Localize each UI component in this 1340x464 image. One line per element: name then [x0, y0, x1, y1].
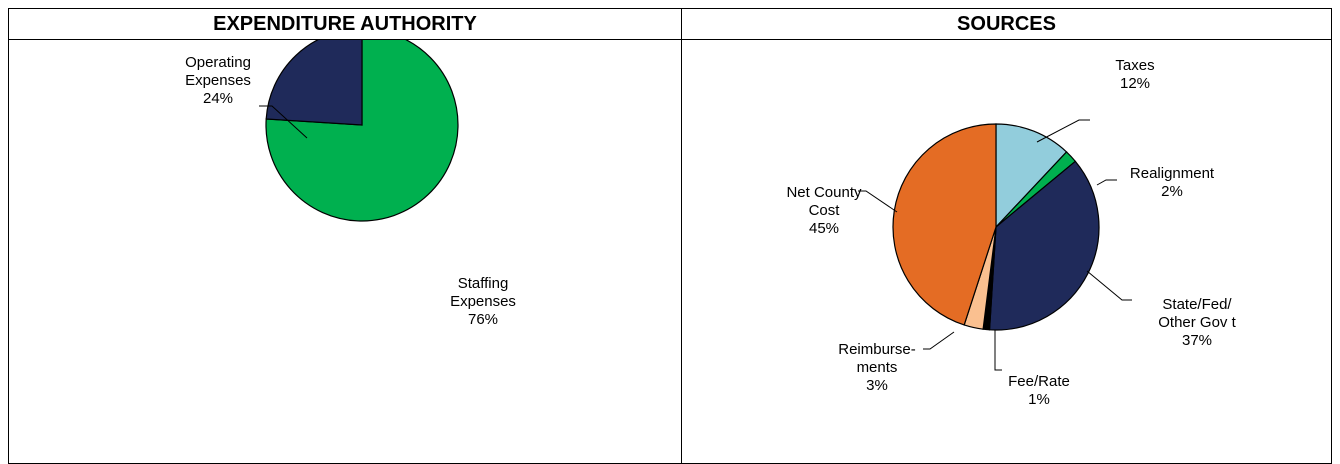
leader-line-operating-expenses [259, 105, 308, 139]
expenditure-authority-title: EXPENDITURE AUTHORITY [9, 9, 681, 40]
slice-label-line: 45% [809, 220, 839, 237]
expenditure-authority-pie-chart: Staffing Expenses 76%Operating Expenses 24% [185, 40, 516, 328]
slice-label-line: 12% [1120, 75, 1150, 92]
slice-label-line: Operating [185, 54, 251, 71]
slice-taxes [995, 123, 1068, 229]
leader-line-taxes [1036, 119, 1090, 143]
sources-pie-chart: Taxes 12% Realignment 2% State/Fed/Other Gov… [786, 57, 1236, 408]
slice-label-line: Realignment [1130, 165, 1215, 182]
slice-label-line: 76% [468, 311, 498, 328]
slice-label-line: 2% [1161, 183, 1183, 200]
leader-line-reimburse-ments [923, 331, 955, 350]
slice-label-line: ments [857, 359, 898, 376]
slice-label-line: Expenses [450, 293, 516, 310]
expenditure-authority-panel: EXPENDITURE AUTHORITY Staffing Expenses 76… [8, 8, 682, 464]
slice-label-line: 24% [203, 90, 233, 107]
leader-line-state-fed-other-gov-t [1086, 270, 1132, 301]
slice-label-taxes: Taxes 12% [1115, 57, 1154, 92]
slice-label-realignment: Realignment 2% [1130, 165, 1215, 200]
slice-label-line: Taxes [1115, 57, 1154, 74]
slice-label-staffing-expenses: Staffing Expenses 76% [450, 275, 516, 328]
slice-label-line: 3% [866, 377, 888, 394]
slice-label-line: State/Fed/ [1162, 296, 1232, 313]
slice-label-operating-expenses: Operating Expenses 24% [185, 54, 251, 107]
sources-title: SOURCES [682, 9, 1331, 40]
leader-line-realignment [1096, 179, 1117, 186]
slice-label-line: Fee/Rate [1008, 373, 1070, 390]
sources-panel: SOURCES Taxes 12% Realignment 2% State/Fed/O… [681, 8, 1332, 464]
slice-label-line: 37% [1182, 332, 1212, 349]
slice-label-line: Expenses [185, 72, 251, 89]
slice-label-line: Net County [786, 184, 862, 201]
leader-line-net-county-cost [858, 190, 898, 213]
slice-operating-expenses [265, 40, 363, 126]
slice-label-line: Cost [809, 202, 841, 219]
slice-label-line: Reimburse- [838, 341, 916, 358]
slice-label-fee-rate: Fee/Rate 1% [1008, 373, 1070, 408]
slice-label-line: Other Gov t [1158, 314, 1236, 331]
slice-staffing-expenses [265, 40, 459, 222]
slice-label-reimburse-ments: Reimburse-ments 3% [838, 341, 916, 394]
slice-net-county-cost [892, 123, 997, 326]
leader-line-fee-rate [994, 330, 1002, 371]
slice-label-state-fed-other-gov-t: State/Fed/Other Gov t 37% [1158, 296, 1236, 349]
slice-label-net-county-cost: Net County Cost 45% [786, 184, 862, 237]
slice-label-line: Staffing [458, 275, 509, 292]
slice-state-fed-other-gov-t [988, 160, 1100, 331]
slice-label-line: 1% [1028, 391, 1050, 408]
